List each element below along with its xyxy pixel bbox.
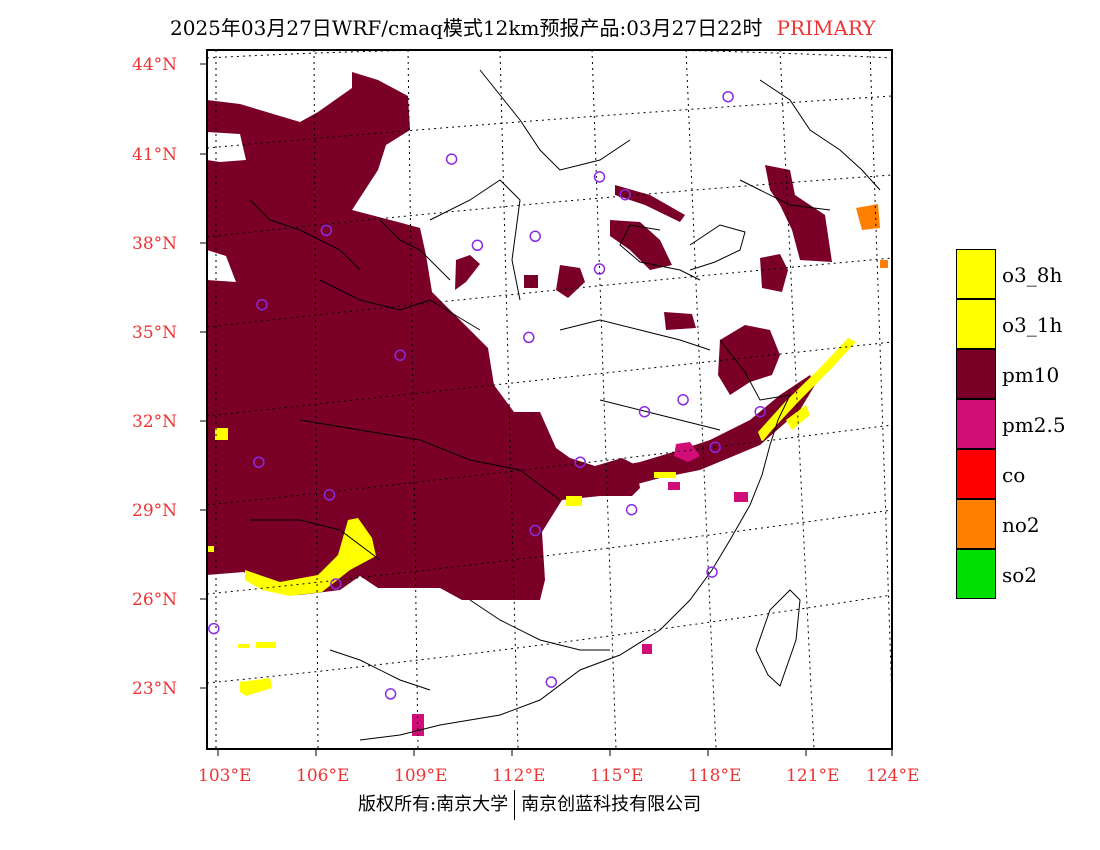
pm10-jiangsu: [718, 325, 780, 395]
station-marker: [709, 441, 721, 454]
station-marker: [330, 578, 342, 590]
station-marker: [722, 90, 734, 103]
legend-swatch: [956, 349, 996, 399]
station-marker: [529, 524, 541, 537]
station-marker: [545, 676, 558, 688]
footer-divider: [514, 790, 516, 820]
pollution-layers: [207, 72, 888, 736]
map-frame: [206, 49, 893, 750]
station-marker: [323, 489, 336, 501]
station-marker: [677, 394, 689, 406]
legend-swatch: [956, 499, 996, 549]
station-marker: [471, 239, 484, 252]
o3-guizhou-band: [245, 518, 376, 596]
x-tick-121e: 121°E: [786, 766, 840, 786]
station-marker: [208, 622, 220, 635]
y-tick-41n: 41°N: [132, 145, 178, 165]
station-marker: [445, 153, 458, 165]
station-marker: [593, 171, 606, 183]
legend-label: no2: [1002, 513, 1040, 537]
legend-swatch: [956, 549, 996, 599]
chart-title: 2025年03月27日WRF/cmaq模式12km预报产品:03月27日22时 P…: [170, 12, 876, 41]
station-marker: [523, 331, 535, 344]
y-tick-23n: 23°N: [132, 679, 178, 699]
station-marker: [619, 188, 631, 201]
legend-label: pm2.5: [1002, 413, 1066, 437]
station-marker: [529, 230, 541, 243]
y-tick-38n: 38°N: [132, 234, 178, 254]
boundaries: [249, 69, 881, 741]
legend-swatch: [956, 449, 996, 499]
y-tick-44n: 44°N: [132, 55, 178, 75]
legend-label: o3_8h: [1002, 263, 1063, 287]
legend-swatch: [956, 399, 996, 449]
x-tick-103e: 103°E: [198, 766, 252, 786]
y-tick-29n: 29°N: [132, 501, 178, 521]
station-marker: [394, 349, 406, 361]
tick-marks: [200, 63, 893, 756]
station-marker: [638, 405, 651, 418]
x-tick-109e: 109°E: [394, 766, 448, 786]
copyright-footer: 版权所有:南京大学 南京创蓝科技有限公司: [358, 790, 701, 820]
station-marker: [253, 456, 265, 468]
title-text: 2025年03月27日WRF/cmaq模式12km预报产品:03月27日22时: [170, 16, 763, 40]
legend-label: so2: [1002, 563, 1038, 587]
x-tick-115e: 115°E: [590, 766, 644, 786]
legend-swatch: [956, 299, 996, 349]
station-marker: [574, 456, 586, 468]
station-marker: [256, 298, 268, 311]
station-marker: [320, 224, 333, 237]
legend-swatch: [956, 249, 996, 299]
x-tick-124e: 124°E: [866, 766, 920, 786]
station-marker: [754, 405, 766, 418]
y-tick-32n: 32°N: [132, 412, 178, 432]
copyright-left: 版权所有:南京大学: [358, 794, 509, 815]
station-marker: [384, 688, 397, 700]
y-tick-35n: 35°N: [132, 323, 178, 343]
copyright-right: 南京创蓝科技有限公司: [521, 794, 702, 815]
pm10-main-region: [207, 72, 640, 600]
o3-coastal-band: [758, 338, 856, 442]
y-tick-26n: 26°N: [132, 590, 178, 610]
legend-label: pm10: [1002, 363, 1060, 387]
primary-badge: PRIMARY: [776, 16, 876, 40]
x-tick-112e: 112°E: [492, 766, 546, 786]
pm10-yangtze-band: [600, 375, 815, 492]
station-marker: [706, 566, 718, 578]
station-marker: [593, 263, 606, 275]
no2-offshore: [856, 204, 880, 230]
station-markers: [208, 90, 766, 700]
legend-label: co: [1002, 463, 1026, 487]
station-marker: [625, 503, 638, 516]
graticule: [207, 50, 892, 749]
legend-label: o3_1h: [1002, 313, 1063, 337]
x-tick-118e: 118°E: [688, 766, 742, 786]
x-tick-106e: 106°E: [296, 766, 350, 786]
